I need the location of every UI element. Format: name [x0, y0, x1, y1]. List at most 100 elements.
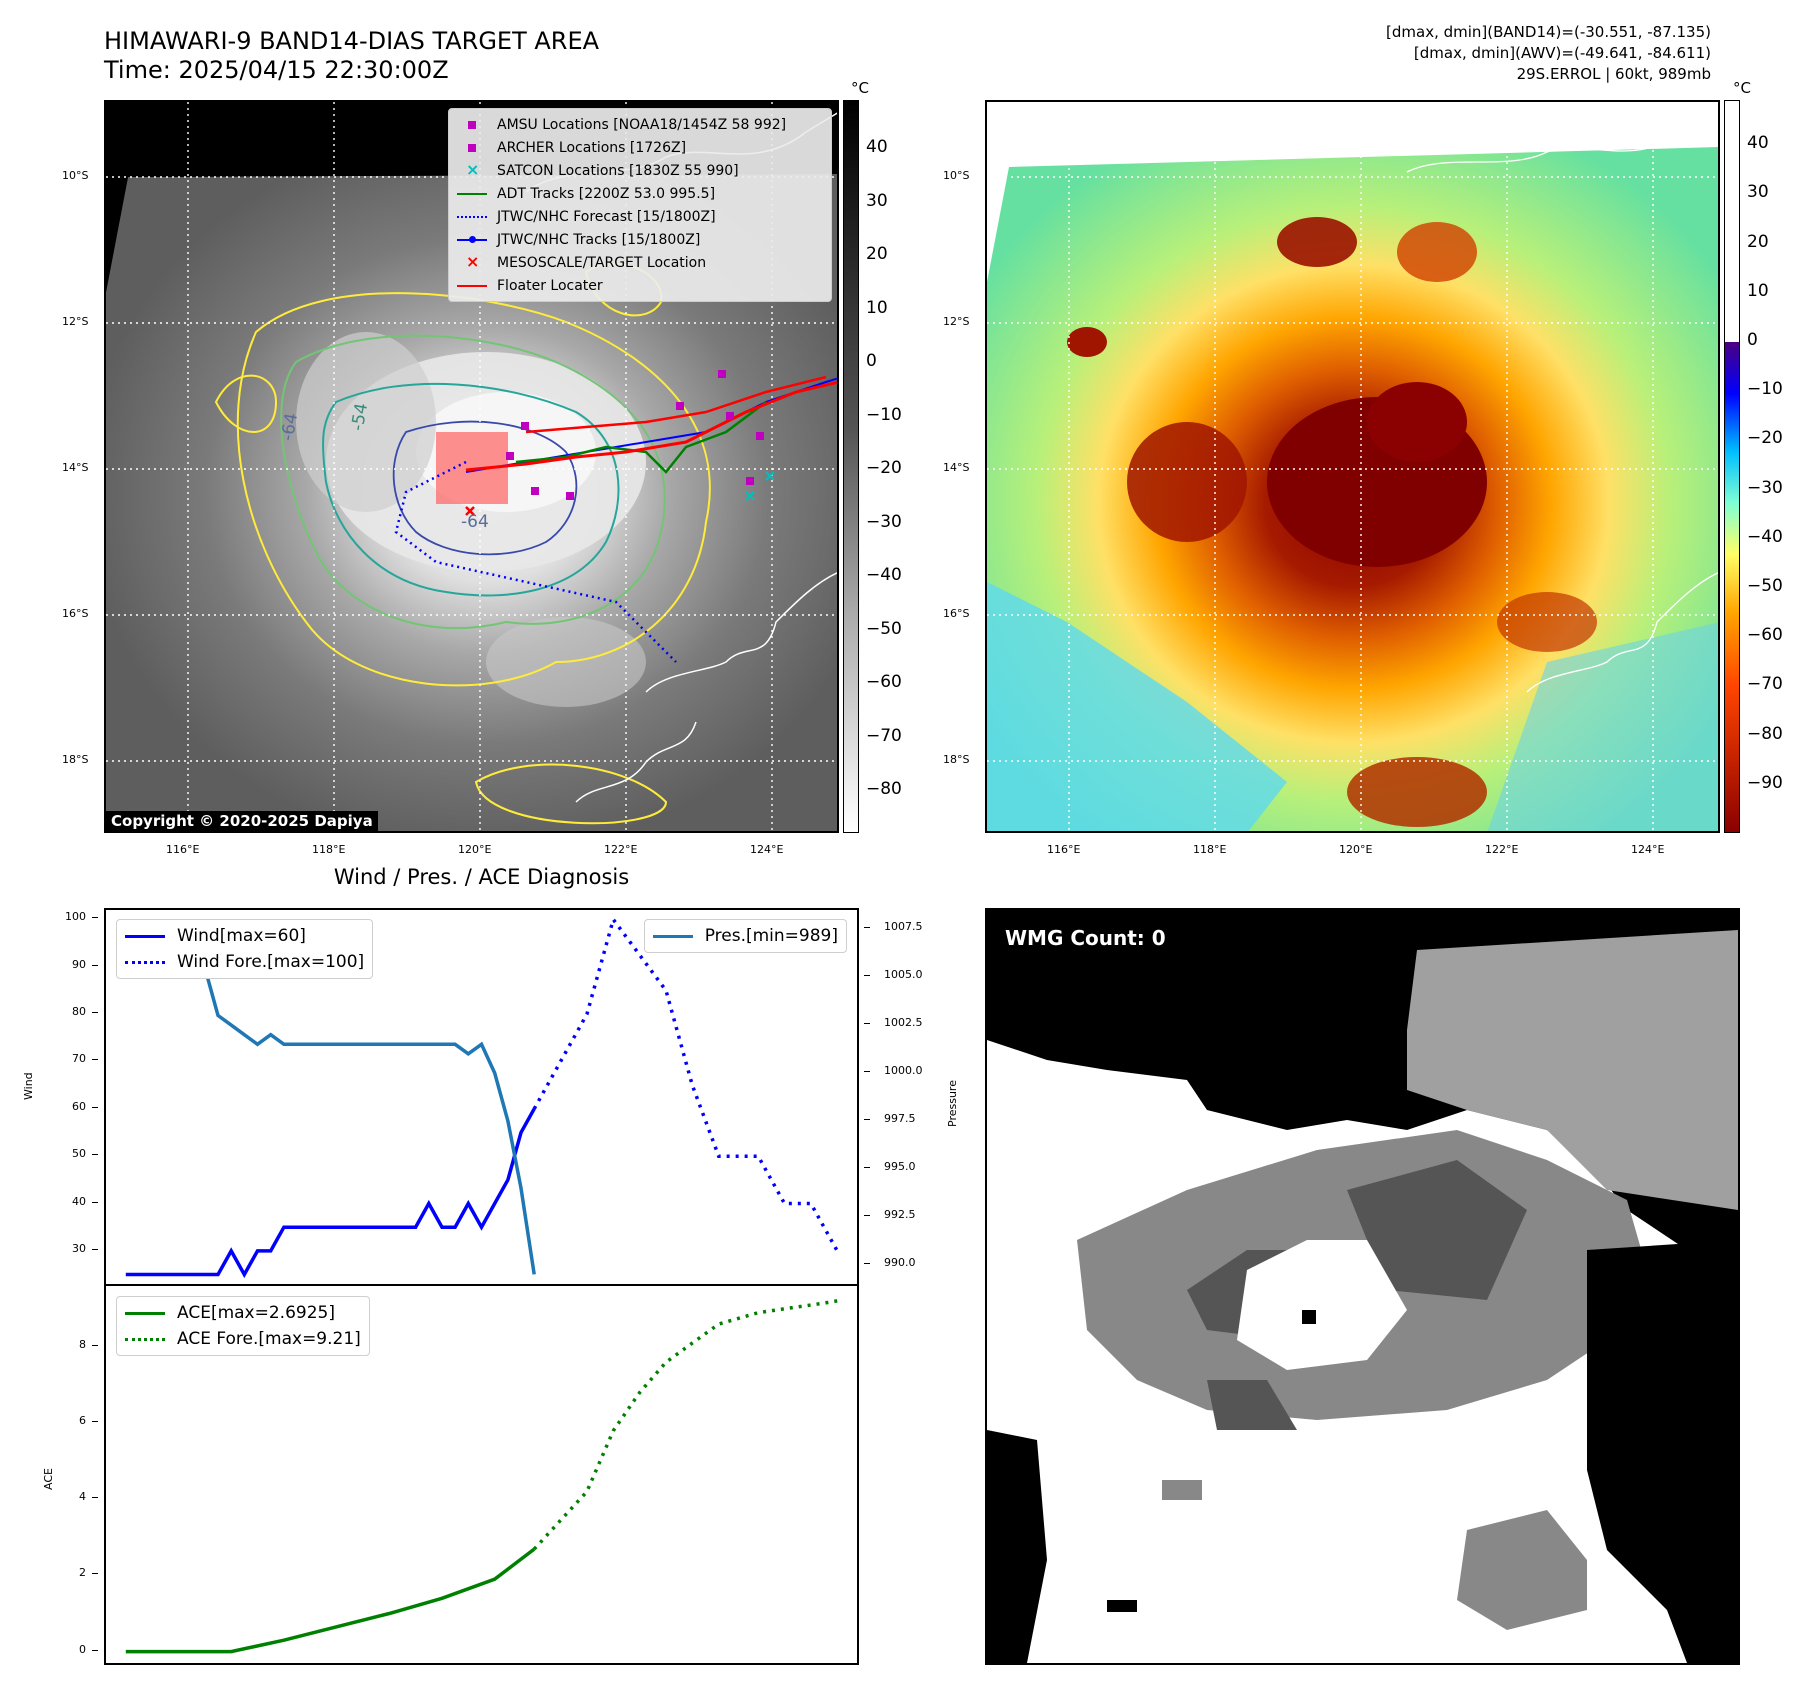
awv-range-text: [dmax, dmin](AWV)=(-49.641, -84.611) [1413, 44, 1711, 62]
pressure-tick-mark [864, 1262, 870, 1264]
lat-tick: 18°S [943, 753, 970, 766]
ace-svg [125, 1299, 838, 1654]
adt-track [515, 401, 767, 474]
gray-colorbar-ticks: 40 30 20 10 0 −10 −20 −30 −40 −50 −60 −70 −80 [866, 100, 916, 833]
storm-info-text: 29S.ERROL | 60kt, 989mb [1516, 65, 1711, 83]
colorbar-tick-label: 10 [866, 297, 888, 318]
map-legend-item: JTWC/NHC Forecast [15/1800Z] [457, 205, 823, 228]
colorbar-unit: °C [1733, 79, 1751, 97]
pressure-tick-label: 992.5 [884, 1207, 916, 1221]
color-colorbar-ticks: 40 30 20 10 0 −10 −20 −30 −40 −50 −60 −70 −80 −90 [1747, 100, 1795, 833]
color-ir-map-panel [985, 100, 1720, 833]
map-legend-label: JTWC/NHC Forecast [15/1800Z] [497, 208, 716, 225]
floater-track [465, 380, 837, 472]
series-line-1 [532, 915, 839, 1252]
ace-fore-legend-swatch [125, 1337, 165, 1341]
color-colorbar [1724, 100, 1740, 833]
map-legend-symbol [457, 279, 487, 293]
ace-fore-legend-row: ACE Fore.[max=9.21] [125, 1326, 361, 1352]
map-legend: AMSU Locations [NOAA18/1454Z 58 992] ARCH… [448, 108, 832, 302]
wind-tick-label: 60 [72, 1099, 86, 1113]
map-legend-symbol: × [466, 251, 480, 271]
pressure-legend-swatch [652, 934, 693, 938]
map-legend-symbol: × [466, 159, 480, 179]
colorbar-tick-label: −10 [1747, 379, 1783, 400]
map-legend-symbol [457, 187, 487, 201]
map-legend-item: ARCHER Locations [1726Z] [457, 136, 823, 159]
wind-tick-mark [92, 917, 98, 919]
ace-legend-swatch [125, 1311, 165, 1315]
pressure-legend-row: Pres.[min=989] [652, 923, 838, 949]
map-legend-label: SATCON Locations [1830Z 55 990] [497, 162, 739, 179]
wind-legend: Wind[max=60] Wind Fore.[max=100] [116, 919, 374, 979]
wind-pressure-panel: Wind[max=60] Wind Fore.[max=100] Pres.[m… [104, 908, 859, 1286]
ace-tick-label: 0 [79, 1642, 86, 1656]
colorbar-tick-label: −40 [1747, 526, 1783, 547]
wind-tick-mark [92, 1201, 98, 1203]
wind-fore-legend-swatch [125, 960, 165, 964]
wind-tick-label: 100 [65, 910, 86, 924]
colorbar-tick-label: −60 [866, 672, 902, 693]
map-legend-label: AMSU Locations [NOAA18/1454Z 58 992] [497, 116, 787, 133]
ace-tick-label: 6 [79, 1414, 86, 1428]
wind-tick-mark [92, 1154, 98, 1156]
lat-tick: 10°S [62, 169, 89, 182]
wind-fore-legend-row: Wind Fore.[max=100] [125, 949, 364, 975]
wind-tick-label: 90 [72, 957, 86, 971]
lat-tick: 10°S [943, 169, 970, 182]
ace-tick-mark [92, 1573, 98, 1575]
band14-range-text: [dmax, dmin](BAND14)=(-30.551, -87.135) [1386, 23, 1711, 41]
lon-tick: 122°E [604, 843, 638, 856]
colorbar-tick-label: −80 [1747, 723, 1783, 744]
lat-tick: 16°S [943, 607, 970, 620]
colorbar-tick-label: 40 [1747, 133, 1769, 154]
colorbar-tick-label: −90 [1747, 772, 1783, 793]
map-legend-item: × MESOSCALE/TARGET Location [457, 251, 823, 274]
colorbar-tick-label: −30 [1747, 477, 1783, 498]
colorbar-tick-label: 10 [1747, 280, 1769, 301]
wind-axis-label: Wind [22, 1072, 35, 1100]
colorbar-tick-label: 30 [1747, 182, 1769, 203]
map-legend-item: AMSU Locations [NOAA18/1454Z 58 992] [457, 113, 823, 136]
wind-legend-label: Wind[max=60] [177, 926, 306, 946]
map-legend-symbol [457, 141, 487, 155]
colorbar-tick-label: −20 [1747, 428, 1783, 449]
colorbar-tick-label: 40 [866, 137, 888, 158]
pressure-tick-label: 995.0 [884, 1159, 916, 1173]
colorbar-tick-label: −60 [1747, 625, 1783, 646]
wind-tick-mark [92, 1059, 98, 1061]
ace-tick-label: 8 [79, 1337, 86, 1351]
colorbar-tick-label: −40 [866, 565, 902, 586]
colorbar-tick-label: 0 [866, 351, 877, 372]
pressure-tick-label: 997.5 [884, 1111, 916, 1125]
ace-tick-label: 2 [79, 1566, 86, 1580]
wind-legend-swatch [125, 934, 165, 938]
lat-tick: 18°S [62, 753, 89, 766]
colorbar-tick-label: −70 [866, 725, 902, 746]
lon-tick: 116°E [1047, 843, 1081, 856]
wind-tick-label: 50 [72, 1147, 86, 1161]
pressure-tick-mark [864, 1166, 870, 1168]
pressure-tick-mark [864, 1214, 870, 1216]
pressure-tick-mark [864, 927, 870, 929]
lon-tick: 124°E [750, 843, 784, 856]
map-legend-symbol [457, 233, 487, 247]
ace-series-line-0 [125, 1547, 536, 1654]
colorbar-tick-label: 0 [1747, 330, 1758, 351]
wind-fore-legend-label: Wind Fore.[max=100] [177, 952, 365, 972]
diagnosis-title: Wind / Pres. / ACE Diagnosis [333, 865, 630, 889]
ace-axis-label: ACE [42, 1468, 55, 1490]
colorbar-tick-label: −10 [866, 404, 902, 425]
lon-tick: 120°E [1339, 843, 1373, 856]
wmg-count-label: WMG Count: 0 [1005, 926, 1166, 950]
pressure-legend-label: Pres.[min=989] [704, 926, 838, 946]
pressure-tick-mark [864, 1071, 870, 1073]
map-legend-item: JTWC/NHC Tracks [15/1800Z] [457, 228, 823, 251]
colorbar-unit: °C [851, 79, 869, 97]
wind-legend-row: Wind[max=60] [125, 923, 364, 949]
lat-tick: 14°S [62, 461, 89, 474]
colorbar-tick-label: 20 [866, 244, 888, 265]
ace-tick-mark [92, 1497, 98, 1499]
pressure-tick-label: 1000.0 [884, 1064, 923, 1078]
lon-tick: 118°E [312, 843, 346, 856]
